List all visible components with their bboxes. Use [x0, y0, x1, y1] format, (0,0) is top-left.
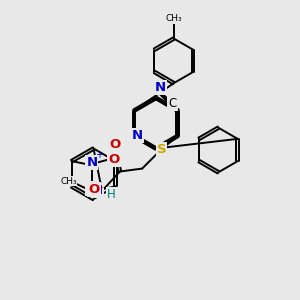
Text: O: O	[86, 182, 98, 195]
Text: H: H	[106, 188, 115, 201]
Text: C: C	[168, 97, 177, 110]
Text: O: O	[88, 183, 100, 196]
Text: O: O	[110, 138, 121, 151]
Text: N: N	[154, 81, 166, 94]
Text: +: +	[95, 150, 103, 160]
Text: N: N	[86, 156, 98, 169]
Text: S: S	[157, 143, 166, 156]
Text: N: N	[92, 184, 103, 197]
Text: CH₃: CH₃	[60, 177, 77, 186]
Text: ⁻: ⁻	[97, 184, 104, 197]
Text: CH₃: CH₃	[166, 14, 182, 23]
Text: O: O	[108, 153, 119, 166]
Text: N: N	[132, 129, 143, 142]
